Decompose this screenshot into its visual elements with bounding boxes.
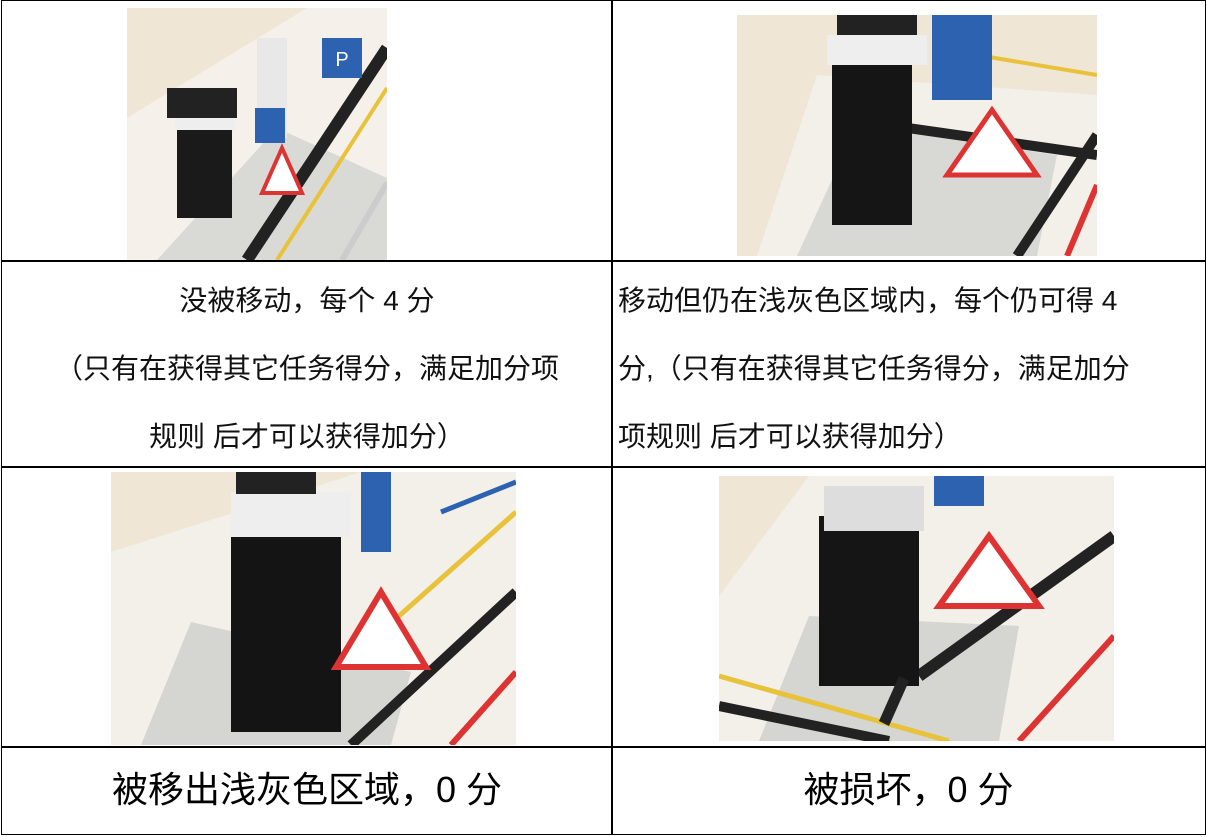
text-line: 项规则 后才可以获得加分） [618,421,962,452]
text-cell: 被移出浅灰色区域，0 分 [1,746,613,835]
photo: P [127,8,387,260]
text-cell: 没被移动，每个 4 分 （只有在获得其它任务得分，满足加分项 规则 后才可以获得加分… [1,260,613,468]
text-cell: 移动但仍在浅灰色区域内，每个仍可得 4 分,（只有在获得其它任务得分，满足加分 项规… [611,260,1206,468]
cell-text: 没被移动，每个 4 分 （只有在获得其它任务得分，满足加分项 规则 后才可以获得加分… [2,261,612,471]
text-line: 被损坏，0 分 [803,769,1014,810]
text-line: 移动但仍在浅灰色区域内，每个仍可得 4 [618,285,1118,316]
photo-cell [611,466,1206,748]
cell-text: 被损坏，0 分 [612,747,1205,833]
photo-cell [1,466,613,748]
photo-cell [611,0,1206,262]
cell-text: 移动但仍在浅灰色区域内，每个仍可得 4 分,（只有在获得其它任务得分，满足加分 项规… [612,261,1205,471]
text-line: （只有在获得其它任务得分，满足加分项 [54,353,559,384]
text-line: 没被移动，每个 4 分 [179,285,435,316]
cell-text: 被移出浅灰色区域，0 分 [2,747,612,833]
photo [111,472,516,745]
photo [719,476,1114,741]
text-line: 被移出浅灰色区域，0 分 [111,769,503,810]
photo [737,15,1097,256]
text-line: 规则 后才可以获得加分） [149,421,465,452]
text-line: 分,（只有在获得其它任务得分，满足加分 [618,353,1130,384]
svg-text:P: P [335,49,348,71]
text-cell: 被损坏，0 分 [611,746,1206,835]
photo-cell [1,0,613,262]
